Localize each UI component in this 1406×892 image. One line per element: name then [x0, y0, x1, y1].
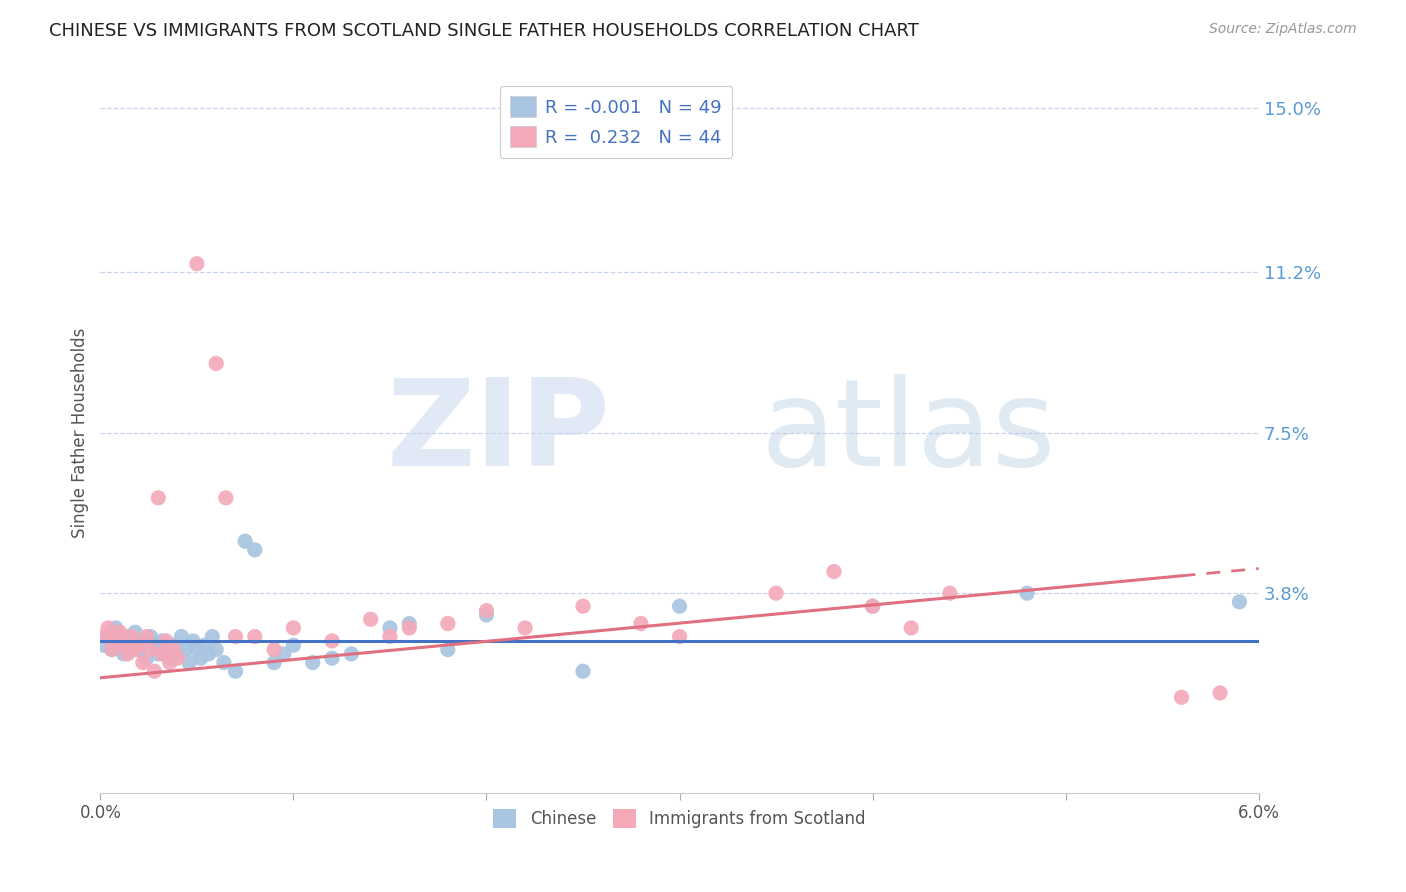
Point — [101, 642, 124, 657]
Point — [124, 625, 146, 640]
Point — [475, 603, 498, 617]
Point — [179, 656, 201, 670]
Point — [97, 621, 120, 635]
Point — [148, 647, 170, 661]
Point — [243, 542, 266, 557]
Point — [120, 638, 142, 652]
Point — [900, 621, 922, 635]
Point — [93, 630, 115, 644]
Point — [108, 625, 131, 640]
Point — [1229, 595, 1251, 609]
Point — [862, 599, 884, 614]
Point — [939, 586, 962, 600]
Point — [139, 642, 162, 657]
Point — [572, 599, 595, 614]
Point — [765, 586, 787, 600]
Point — [186, 642, 208, 657]
Point — [215, 491, 238, 505]
Point — [398, 621, 420, 635]
Point — [224, 665, 246, 679]
Point — [163, 642, 186, 657]
Point — [398, 616, 420, 631]
Point — [150, 647, 173, 661]
Point — [101, 642, 124, 657]
Point — [1209, 686, 1232, 700]
Point — [360, 612, 382, 626]
Point — [135, 630, 157, 644]
Point — [263, 656, 285, 670]
Point — [148, 491, 170, 505]
Point — [139, 630, 162, 644]
Point — [124, 642, 146, 657]
Point — [117, 630, 139, 644]
Point — [572, 665, 595, 679]
Point — [823, 565, 845, 579]
Point — [668, 630, 690, 644]
Point — [630, 616, 652, 631]
Point — [1015, 586, 1038, 600]
Point — [132, 656, 155, 670]
Point — [263, 642, 285, 657]
Point — [340, 647, 363, 661]
Text: CHINESE VS IMMIGRANTS FROM SCOTLAND SINGLE FATHER HOUSEHOLDS CORRELATION CHART: CHINESE VS IMMIGRANTS FROM SCOTLAND SING… — [49, 22, 920, 40]
Point — [155, 642, 177, 657]
Point — [437, 642, 460, 657]
Point — [128, 638, 150, 652]
Point — [155, 634, 177, 648]
Point — [112, 638, 135, 652]
Point — [321, 634, 343, 648]
Point — [437, 616, 460, 631]
Point — [321, 651, 343, 665]
Point — [104, 634, 127, 648]
Point — [668, 599, 690, 614]
Point — [197, 647, 219, 661]
Point — [283, 638, 305, 652]
Point — [135, 651, 157, 665]
Point — [108, 634, 131, 648]
Point — [301, 656, 323, 670]
Point — [283, 621, 305, 635]
Point — [378, 621, 401, 635]
Y-axis label: Single Father Households: Single Father Households — [72, 327, 89, 538]
Point — [170, 630, 193, 644]
Point — [212, 656, 235, 670]
Point — [273, 647, 295, 661]
Point — [112, 647, 135, 661]
Point — [186, 257, 208, 271]
Point — [181, 634, 204, 648]
Point — [475, 607, 498, 622]
Point — [233, 534, 256, 549]
Point — [159, 656, 181, 670]
Point — [378, 630, 401, 644]
Point — [132, 634, 155, 648]
Point — [194, 638, 217, 652]
Point — [513, 621, 536, 635]
Point — [128, 642, 150, 657]
Point — [159, 651, 181, 665]
Point — [243, 630, 266, 644]
Point — [143, 638, 166, 652]
Point — [166, 651, 188, 665]
Point — [205, 356, 228, 370]
Point — [224, 630, 246, 644]
Point — [862, 599, 884, 614]
Text: atlas: atlas — [761, 375, 1056, 491]
Point — [150, 634, 173, 648]
Text: Source: ZipAtlas.com: Source: ZipAtlas.com — [1209, 22, 1357, 37]
Point — [93, 638, 115, 652]
Point — [205, 642, 228, 657]
Point — [143, 665, 166, 679]
Point — [190, 651, 212, 665]
Point — [120, 630, 142, 644]
Legend: Chinese, Immigrants from Scotland: Chinese, Immigrants from Scotland — [486, 802, 873, 835]
Point — [1170, 690, 1192, 705]
Point — [174, 642, 197, 657]
Text: ZIP: ZIP — [387, 375, 610, 491]
Point — [104, 621, 127, 635]
Point — [117, 647, 139, 661]
Point — [163, 638, 186, 652]
Point — [166, 647, 188, 661]
Point — [201, 630, 224, 644]
Point — [97, 630, 120, 644]
